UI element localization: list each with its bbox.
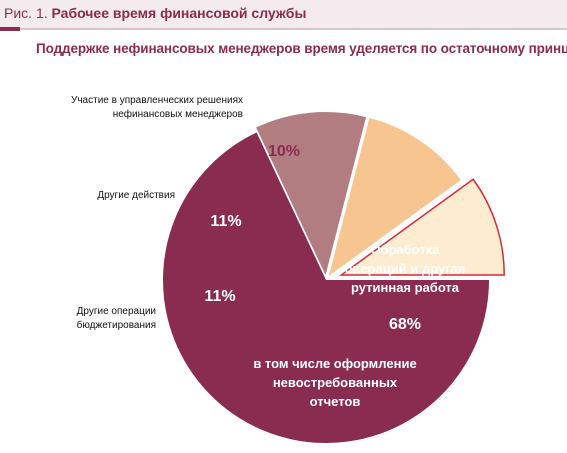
note-routine-line-3: отчетов (309, 394, 361, 409)
figure-header: Рис. 1. Рабочее время финансовой службы (0, 0, 567, 31)
figure-label: Рис. 1. (4, 5, 48, 21)
pie-slice-budgeting (256, 112, 367, 276)
label-decisions-line-1: Участие в управленческих решениях (70, 95, 243, 106)
label-other-actions: Другие действия (97, 189, 175, 203)
chart-subtitle: Поддержке нефинансовых менеджеров время … (36, 41, 567, 56)
value-label-other-actions: 11% (210, 213, 242, 230)
label-routine-line-1: Обработка (370, 242, 440, 257)
label-routine: Обработка операций и другая рутинная раб… (330, 240, 480, 297)
value-label-decisions: 10% (267, 143, 301, 160)
value-label-budgeting: 11% (204, 288, 236, 305)
label-budgeting-line-2: бюджетирования (76, 320, 156, 331)
label-other-actions-line-1: Другие действия (97, 190, 175, 201)
pie-slice-decisions (338, 178, 505, 276)
note-routine: в том числе оформление невостребованных … (240, 354, 430, 411)
figure-title-text: Рабочее время финансовой службы (51, 5, 307, 21)
pie-slice-routine (163, 132, 489, 443)
value-label-routine: 68% (388, 316, 422, 333)
label-routine-line-3: рутинная работа (350, 280, 460, 295)
label-decisions: Участие в управленческих решениях нефина… (71, 94, 243, 122)
header-rule-accent (0, 27, 20, 31)
header-rule (0, 28, 567, 30)
note-routine-line-1: в том числе оформление (253, 356, 417, 371)
figure-title: Рис. 1. Рабочее время финансовой службы (4, 5, 306, 21)
label-decisions-line-2: нефинансовых менеджеров (112, 109, 243, 120)
pie-slice-other-actions (328, 117, 461, 276)
label-budgeting-line-1: Другие операции (76, 306, 156, 317)
label-budgeting: Другие операции бюджетирования (77, 305, 156, 333)
label-routine-line-2: операций и другая (344, 261, 466, 276)
note-routine-line-2: невостребованных (272, 375, 398, 390)
